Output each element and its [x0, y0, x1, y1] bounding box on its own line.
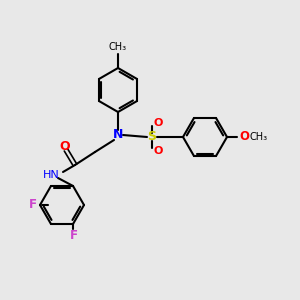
Text: O: O	[60, 140, 70, 154]
Text: O: O	[239, 130, 249, 143]
Text: F: F	[29, 199, 37, 212]
Text: O: O	[154, 118, 164, 128]
Text: O: O	[154, 146, 164, 156]
Text: N: N	[113, 128, 123, 142]
Text: CH₃: CH₃	[249, 132, 267, 142]
Text: S: S	[148, 130, 157, 143]
Text: HN: HN	[43, 170, 60, 180]
Text: CH₃: CH₃	[109, 42, 127, 52]
Text: F: F	[70, 229, 78, 242]
